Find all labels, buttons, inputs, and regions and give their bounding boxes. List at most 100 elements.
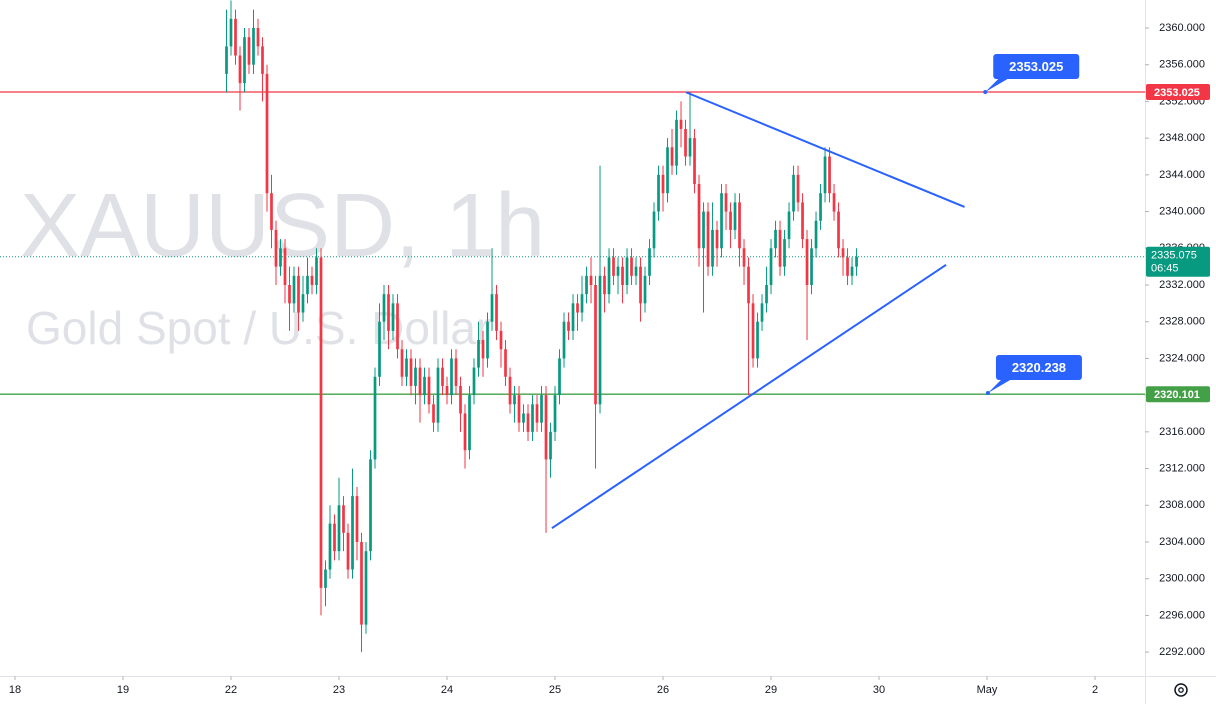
candle-body (355, 496, 359, 542)
candle-body (324, 569, 327, 588)
candle-body (787, 211, 791, 240)
x-tick-label: 18 (9, 684, 21, 696)
candle-body (319, 257, 323, 588)
price-callout: 2353.025 (983, 54, 1080, 95)
candle-body (792, 174, 795, 212)
candle-body (553, 395, 557, 432)
candle-body (544, 395, 548, 460)
y-tick-label: 2324.000 (1159, 352, 1205, 364)
candle-body (652, 211, 656, 249)
candle-body (819, 193, 822, 221)
settings-button[interactable] (1174, 683, 1188, 697)
candle-body (760, 303, 764, 322)
callout-anchor (985, 390, 990, 395)
candle-body (414, 367, 417, 386)
candle-body (450, 358, 453, 396)
candle-body (454, 358, 458, 386)
candle-body (297, 275, 300, 313)
watermark: XAUUSD, 1h Gold Spot / U.S. Dollar (20, 176, 545, 354)
candle-body (562, 321, 566, 359)
candle-body (594, 284, 597, 405)
x-tick-label: 25 (549, 684, 561, 696)
candle-body (256, 27, 260, 47)
candle-body (598, 275, 602, 405)
candle-body (675, 119, 678, 166)
candle-body (490, 294, 494, 322)
candle-body (697, 184, 701, 249)
x-tick-label: 26 (657, 684, 669, 696)
callout-box (993, 54, 1080, 80)
candle-body (243, 37, 246, 84)
candle-body (747, 266, 750, 304)
price-level-label: 2320.101 (1154, 389, 1200, 401)
candle-body (423, 376, 426, 396)
candle-body (504, 349, 507, 377)
candle-body (630, 257, 633, 276)
candle-body (247, 37, 251, 65)
candle-body (391, 303, 395, 331)
candle-body (369, 459, 372, 552)
candle-body (612, 257, 615, 276)
candle-body (634, 266, 638, 276)
candle-body (499, 330, 503, 350)
x-tick-label: 2 (1092, 684, 1098, 696)
candle-body (805, 239, 809, 285)
candle-body (526, 413, 530, 432)
gear-ring (1174, 683, 1188, 697)
candle-body (436, 367, 440, 423)
candle-body (823, 156, 827, 194)
candle-body (310, 275, 314, 285)
candle-body (855, 256, 858, 267)
x-tick-label: 19 (117, 684, 129, 696)
trendline (551, 263, 947, 530)
candle-body (625, 257, 629, 285)
candle-body (495, 294, 498, 331)
y-tick-label: 2316.000 (1159, 426, 1205, 438)
candle-body (387, 294, 390, 331)
candle-body (837, 211, 840, 249)
candle-body (729, 211, 732, 230)
candle-body (301, 294, 305, 313)
callout-box (995, 354, 1082, 380)
candle-body (742, 248, 746, 267)
candle-body (796, 174, 800, 203)
y-tick-label: 2308.000 (1159, 499, 1205, 511)
candle-body (841, 248, 845, 258)
current-price-label: 2335.075 (1151, 250, 1197, 262)
x-tick-label: 24 (441, 684, 453, 696)
candle-body (472, 367, 476, 396)
candle-body (432, 404, 435, 423)
candle-body (405, 358, 408, 377)
x-tick-label: May (977, 684, 998, 696)
candle-body (657, 174, 660, 212)
candle-body (603, 275, 606, 295)
y-tick-label: 2296.000 (1159, 609, 1205, 621)
gear-hub (1178, 687, 1184, 693)
callout-pointer (987, 378, 1012, 393)
candle-body (427, 376, 431, 405)
candle-body (679, 119, 683, 129)
callout-pointer (985, 78, 1010, 93)
candle-body (580, 294, 584, 313)
candle-body (279, 248, 282, 267)
candle-body (342, 505, 345, 533)
y-tick-label: 2304.000 (1159, 536, 1205, 548)
candle-body (274, 229, 278, 267)
candle-body (270, 193, 273, 230)
candle-body (621, 266, 624, 285)
candle-body (306, 275, 309, 295)
candle-body (517, 395, 521, 423)
y-tick-label: 2348.000 (1159, 132, 1205, 144)
candle-body (418, 367, 422, 396)
candle-body (769, 248, 773, 285)
candle-body (810, 248, 813, 285)
candle-body (850, 266, 854, 276)
candle-body (540, 395, 543, 423)
candle-body (531, 404, 534, 432)
candle-body (364, 551, 368, 625)
candle-body (459, 385, 462, 414)
candle-body (724, 193, 728, 212)
candle-body (261, 46, 264, 74)
